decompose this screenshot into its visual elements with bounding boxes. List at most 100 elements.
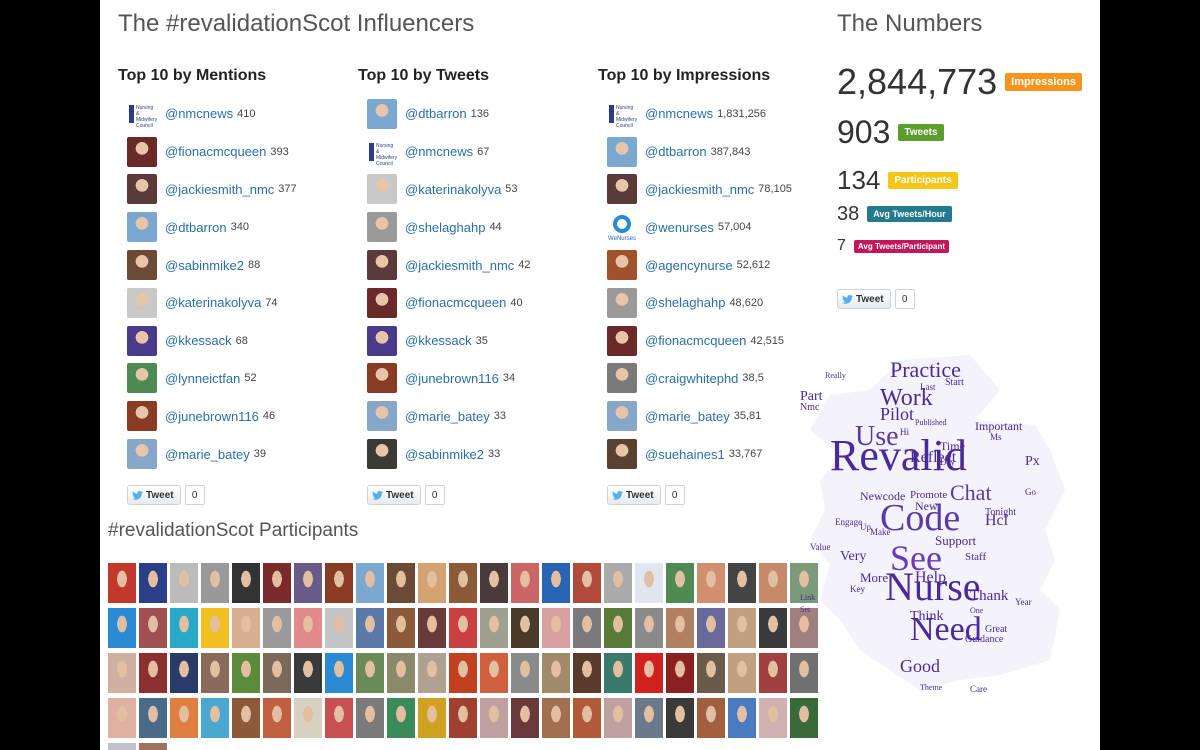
- participant-avatar[interactable]: [697, 608, 725, 648]
- participant-avatar[interactable]: [511, 608, 539, 648]
- participant-avatar[interactable]: [294, 608, 322, 648]
- avatar[interactable]: Nursing & Midwifery Council: [127, 98, 157, 129]
- participant-avatar[interactable]: [418, 653, 446, 693]
- participant-avatar[interactable]: [511, 698, 539, 738]
- participant-avatar[interactable]: [790, 608, 818, 648]
- avatar[interactable]: [127, 287, 157, 318]
- influencer-handle-link[interactable]: @katerinakolyva: [165, 295, 262, 311]
- avatar[interactable]: [607, 325, 637, 356]
- influencer-handle-link[interactable]: @lynneictfan: [165, 370, 241, 386]
- participant-avatar[interactable]: [759, 653, 787, 693]
- participant-avatar[interactable]: [604, 563, 632, 603]
- avatar[interactable]: [127, 250, 157, 281]
- influencer-handle-link[interactable]: @dtbarron: [165, 219, 227, 235]
- participant-avatar[interactable]: [697, 653, 725, 693]
- participant-avatar[interactable]: [139, 698, 167, 738]
- participant-avatar[interactable]: [480, 563, 508, 603]
- participant-avatar[interactable]: [573, 563, 601, 603]
- participant-avatar[interactable]: [728, 563, 756, 603]
- influencer-handle-link[interactable]: @agencynurse: [645, 257, 733, 273]
- influencer-handle-link[interactable]: @fionacmcqueen: [405, 295, 507, 311]
- tweet-button[interactable]: Tweet: [837, 289, 891, 309]
- participant-avatar[interactable]: [232, 608, 260, 648]
- participant-avatar[interactable]: [108, 608, 136, 648]
- participant-avatar[interactable]: [232, 698, 260, 738]
- influencer-handle-link[interactable]: @wenurses: [645, 219, 714, 235]
- avatar[interactable]: [607, 250, 637, 281]
- participant-avatar[interactable]: [666, 653, 694, 693]
- influencer-handle-link[interactable]: @sabinmike2: [405, 446, 484, 462]
- participant-avatar[interactable]: [728, 698, 756, 738]
- influencer-handle-link[interactable]: @fionacmcqueen: [165, 144, 267, 160]
- participant-avatar[interactable]: [666, 563, 694, 603]
- participant-avatar[interactable]: [511, 653, 539, 693]
- participant-avatar[interactable]: [108, 698, 136, 738]
- avatar[interactable]: [367, 174, 397, 205]
- influencer-handle-link[interactable]: @dtbarron: [645, 144, 707, 160]
- avatar[interactable]: [127, 439, 157, 470]
- avatar[interactable]: [367, 401, 397, 432]
- avatar[interactable]: [127, 136, 157, 167]
- avatar[interactable]: [367, 325, 397, 356]
- participant-avatar[interactable]: [666, 698, 694, 738]
- influencer-handle-link[interactable]: @jackiesmith_nmc: [405, 257, 515, 273]
- participant-avatar[interactable]: [418, 698, 446, 738]
- avatar[interactable]: [607, 136, 637, 167]
- participant-avatar[interactable]: [263, 698, 291, 738]
- avatar[interactable]: WeNurses: [607, 212, 637, 243]
- participant-avatar[interactable]: [201, 698, 229, 738]
- participant-avatar[interactable]: [294, 563, 322, 603]
- participant-avatar[interactable]: [449, 653, 477, 693]
- participant-avatar[interactable]: [790, 698, 818, 738]
- avatar[interactable]: [127, 363, 157, 394]
- participant-avatar[interactable]: [449, 608, 477, 648]
- avatar[interactable]: [367, 287, 397, 318]
- participant-avatar[interactable]: [294, 698, 322, 738]
- influencer-handle-link[interactable]: @junebrown116: [165, 408, 259, 424]
- participant-avatar[interactable]: [201, 653, 229, 693]
- participant-avatar[interactable]: [387, 653, 415, 693]
- influencer-handle-link[interactable]: @suehaines1: [645, 446, 725, 462]
- participant-avatar[interactable]: [356, 698, 384, 738]
- influencer-handle-link[interactable]: @shelaghahp: [645, 295, 726, 311]
- participant-avatar[interactable]: [263, 653, 291, 693]
- avatar[interactable]: [607, 401, 637, 432]
- participant-avatar[interactable]: [418, 608, 446, 648]
- influencer-handle-link[interactable]: @craigwhitephd: [645, 370, 739, 386]
- tweet-button[interactable]: Tweet: [367, 485, 421, 505]
- influencer-handle-link[interactable]: @nmcnews: [165, 106, 234, 122]
- participant-avatar[interactable]: [201, 608, 229, 648]
- influencer-handle-link[interactable]: @marie_batey: [405, 408, 490, 424]
- participant-avatar[interactable]: [542, 698, 570, 738]
- participant-avatar[interactable]: [232, 653, 260, 693]
- participant-avatar[interactable]: [573, 698, 601, 738]
- participant-avatar[interactable]: [232, 563, 260, 603]
- influencer-handle-link[interactable]: @fionacmcqueen: [645, 333, 747, 349]
- avatar[interactable]: [367, 98, 397, 129]
- participant-avatar[interactable]: [635, 698, 663, 738]
- influencer-handle-link[interactable]: @marie_batey: [645, 408, 730, 424]
- avatar[interactable]: [367, 212, 397, 243]
- participant-avatar[interactable]: [542, 653, 570, 693]
- participant-avatar[interactable]: [666, 608, 694, 648]
- avatar[interactable]: [127, 325, 157, 356]
- influencer-handle-link[interactable]: @sabinmike2: [165, 257, 244, 273]
- participant-avatar[interactable]: [635, 653, 663, 693]
- influencer-handle-link[interactable]: @nmcnews: [405, 144, 474, 160]
- influencer-handle-link[interactable]: @nmcnews: [645, 106, 714, 122]
- participant-avatar[interactable]: [139, 563, 167, 603]
- avatar[interactable]: [607, 287, 637, 318]
- influencer-handle-link[interactable]: @shelaghahp: [405, 219, 486, 235]
- avatar[interactable]: [607, 363, 637, 394]
- participant-avatar[interactable]: [325, 698, 353, 738]
- participant-avatar[interactable]: [480, 698, 508, 738]
- participant-avatar[interactable]: [387, 608, 415, 648]
- participant-avatar[interactable]: [449, 698, 477, 738]
- participant-avatar[interactable]: [139, 608, 167, 648]
- tweet-button[interactable]: Tweet: [127, 485, 181, 505]
- participant-avatar[interactable]: [201, 563, 229, 603]
- participant-avatar[interactable]: [573, 608, 601, 648]
- participant-avatar[interactable]: [263, 608, 291, 648]
- influencer-handle-link[interactable]: @dtbarron: [405, 106, 467, 122]
- participant-avatar[interactable]: [325, 653, 353, 693]
